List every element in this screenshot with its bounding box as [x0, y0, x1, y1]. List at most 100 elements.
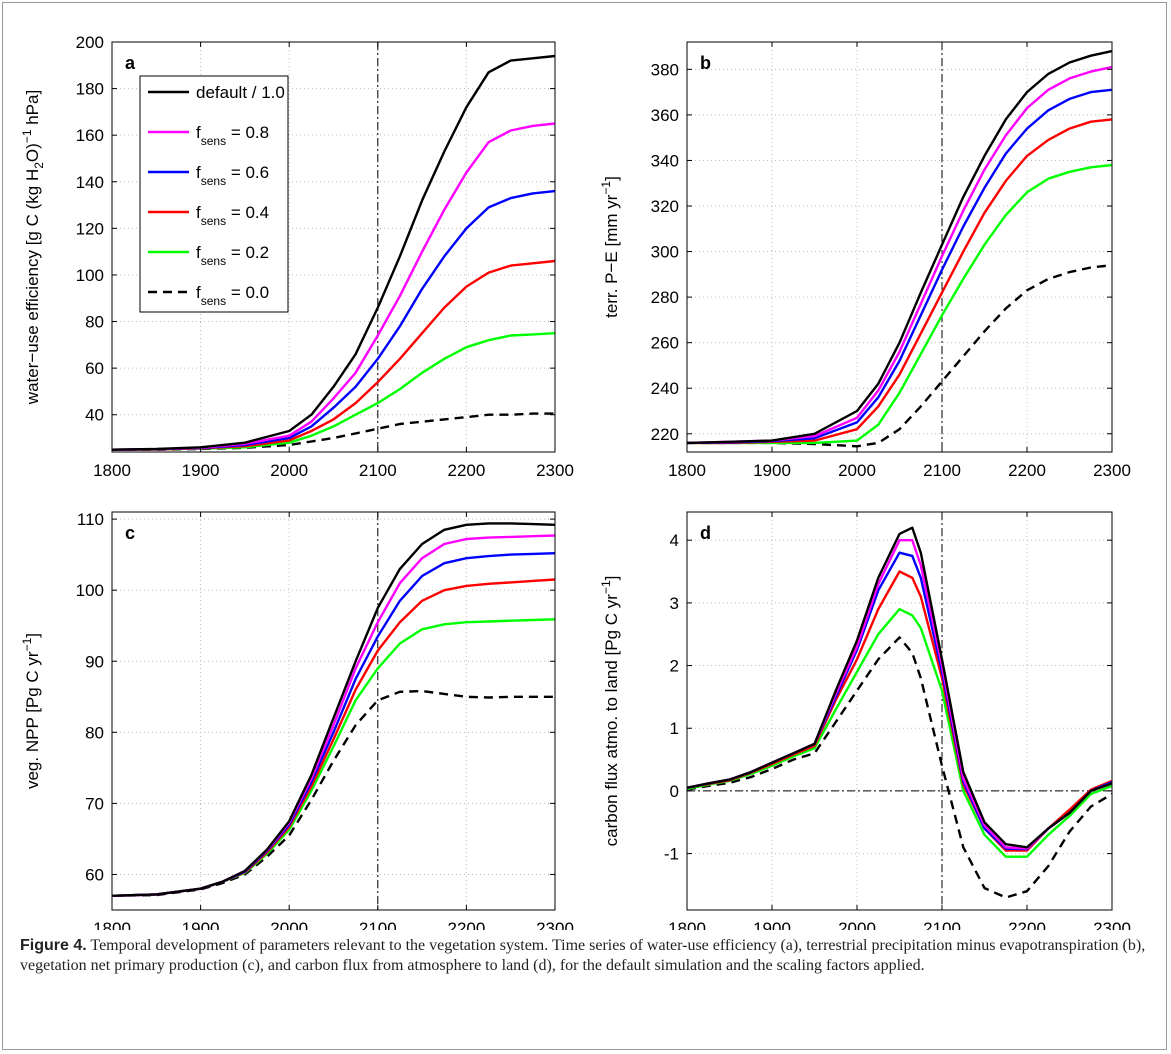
- y-tick-label: 0: [670, 782, 679, 801]
- series-line-3: [686, 551, 1113, 851]
- legend: default / 1.0 fsens = 0.8 fsens = 0.6 fsens…: [139, 75, 289, 313]
- figure-plots: 1800 1900 2000 2100 2200 23004060801001201401…: [20, 33, 1131, 930]
- x-tick-label: 2200: [447, 461, 485, 480]
- y-tick-label: 80: [85, 723, 104, 742]
- x-tick-label: 2300: [1093, 919, 1131, 930]
- x-tick-label: 1900: [182, 919, 220, 930]
- axes-box: [111, 511, 556, 911]
- caption-text: Temporal development of parameters relev…: [20, 937, 1146, 974]
- y-tick-label: 70: [85, 794, 104, 813]
- x-tick-label: 2100: [923, 461, 961, 480]
- series-line-1: [686, 526, 1113, 849]
- y-tick-label: 60: [85, 865, 104, 884]
- y-tick-label: 1: [670, 719, 679, 738]
- x-tick-label: 2000: [838, 461, 876, 480]
- caption-label: Figure 4.: [20, 937, 87, 954]
- y-axis-label: veg. NPP [Pg C yr−1]: [20, 633, 42, 789]
- panel-d: 1800 1900 2000 2100 2200 2300 -1 0 1 2 3 4 d carbon f…: [599, 511, 1131, 930]
- legend-label-2: fsens = 0.8: [196, 123, 269, 148]
- y-tick-label: 320: [651, 197, 679, 216]
- series-line-3: [686, 88, 1113, 445]
- x-tick-label: 2200: [447, 919, 485, 930]
- series-line-1: [686, 49, 1113, 445]
- y-tick-label: 220: [651, 425, 679, 444]
- legend-box: [139, 75, 289, 313]
- y-tick-label: 260: [651, 334, 679, 353]
- x-tick-label: 2000: [270, 919, 308, 930]
- x-tick-label: 2200: [1008, 461, 1046, 480]
- y-tick-label: 90: [85, 652, 104, 671]
- x-tick-label: 1800: [668, 461, 706, 480]
- series-line-2: [686, 65, 1113, 445]
- legend-label-4: fsens = 0.4: [196, 203, 269, 228]
- legend-label-3: fsens = 0.6: [196, 163, 269, 188]
- x-tick-label: 2300: [1093, 461, 1131, 480]
- x-tick-label: 1900: [753, 461, 791, 480]
- legend-label-6: fsens = 0.0: [196, 283, 269, 308]
- y-axis-label: water−use efficiency [g C (kg H2O)−1 hPa…: [20, 90, 46, 405]
- series-line-6: [111, 689, 555, 897]
- y-tick-label: -1: [664, 845, 679, 864]
- y-tick-label: 40: [85, 406, 104, 425]
- x-tick-label: 2300: [536, 919, 574, 930]
- panel-label: b: [700, 53, 711, 73]
- panel-label: d: [700, 523, 711, 543]
- y-tick-label: 110: [77, 510, 104, 529]
- y-tick-label: 120: [76, 219, 104, 238]
- panel-label: c: [125, 523, 135, 543]
- x-tick-label: 1800: [93, 461, 131, 480]
- y-tick-label: 180: [76, 80, 104, 99]
- y-tick-label: 4: [670, 531, 679, 550]
- y-tick-label: 360: [651, 106, 679, 125]
- x-tick-label: 2200: [1008, 919, 1046, 930]
- series-line-4: [686, 570, 1113, 852]
- series-line-5: [111, 332, 556, 451]
- x-tick-label: 2100: [359, 461, 397, 480]
- series-line-4: [687, 118, 1113, 445]
- y-tick-label: 60: [85, 359, 104, 378]
- panel-c: 1800 1900 2000 2100 2200 2300 60 70 80 90 100 110 c v…: [20, 510, 574, 930]
- y-tick-label: 140: [76, 173, 104, 192]
- panel-label: a: [125, 53, 136, 73]
- y-tick-label: 160: [76, 126, 104, 145]
- series-line-2: [686, 539, 1113, 850]
- y-axis-label: terr. P−E [mm yr−1]: [599, 176, 621, 318]
- series-line-6: [686, 636, 1113, 899]
- y-tick-label: 240: [651, 379, 679, 398]
- series-line-1: [111, 54, 556, 451]
- axes-box: [111, 41, 556, 453]
- y-axis-label: carbon flux atmo. to land [Pg C yr−1]: [599, 576, 621, 847]
- y-tick-label: 200: [76, 33, 104, 52]
- x-tick-label: 1900: [753, 919, 791, 930]
- y-tick-label: 300: [651, 243, 679, 262]
- y-tick-label: 280: [651, 288, 679, 307]
- axes-box: [686, 511, 1113, 911]
- y-tick-label: 340: [651, 151, 679, 170]
- series-line-5: [686, 607, 1113, 858]
- x-tick-label: 2000: [270, 461, 308, 480]
- x-tick-label: 1800: [93, 919, 131, 930]
- x-tick-label: 1900: [182, 461, 220, 480]
- y-tick-label: 380: [651, 60, 679, 79]
- x-tick-label: 2300: [536, 461, 574, 480]
- x-tick-label: 2100: [359, 919, 397, 930]
- y-tick-label: 100: [76, 581, 104, 600]
- panel-a: 1800 1900 2000 2100 2200 2300 40 60 80 100 120 140 1…: [20, 33, 574, 480]
- y-tick-label: 80: [85, 313, 104, 332]
- series-line-1: [111, 522, 556, 897]
- x-tick-label: 2100: [923, 919, 961, 930]
- y-tick-label: 2: [670, 657, 679, 676]
- legend-label-1: default / 1.0: [196, 83, 285, 102]
- series-line-5: [687, 163, 1113, 445]
- axes-box: [686, 41, 1113, 453]
- series-line-4: [111, 578, 556, 897]
- panel-b: 1800 1900 2000 2100 2200 2300 220 240 260 280 300 3…: [599, 41, 1131, 480]
- legend-label-5: fsens = 0.2: [196, 243, 269, 268]
- x-tick-label: 1800: [668, 919, 706, 930]
- series-line-6: [687, 264, 1113, 448]
- y-tick-label: 100: [76, 266, 104, 285]
- y-tick-label: 3: [670, 594, 679, 613]
- figure-caption: Figure 4. Temporal development of parame…: [20, 936, 1152, 976]
- x-tick-label: 2000: [838, 919, 876, 930]
